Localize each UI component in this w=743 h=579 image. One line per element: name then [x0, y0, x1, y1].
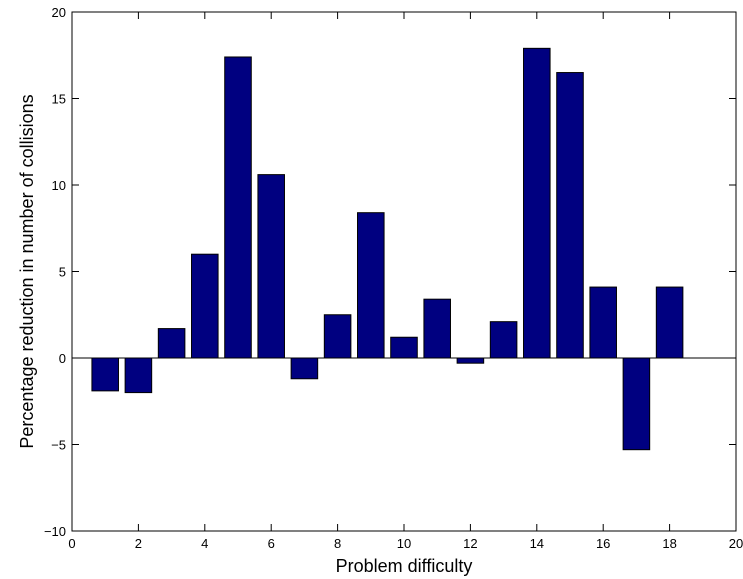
x-tick-label: 10 — [397, 536, 411, 551]
y-tick-label: 10 — [52, 178, 66, 193]
bar-13 — [489, 321, 518, 359]
x-tick-label: 18 — [662, 536, 676, 551]
bar-11 — [423, 298, 451, 359]
bar-14 — [523, 47, 551, 359]
bar-8 — [323, 314, 352, 359]
ticks-group — [71, 11, 737, 532]
bar-9 — [357, 212, 385, 359]
y-tick-label: 0 — [59, 351, 66, 366]
y-tick-label: −5 — [51, 438, 66, 453]
bar-4 — [191, 253, 219, 359]
bar-6 — [257, 174, 285, 359]
x-tick-label: 6 — [268, 536, 275, 551]
bar-1 — [91, 357, 119, 392]
bar-10 — [390, 336, 418, 359]
bar-3 — [157, 328, 186, 359]
bar-7 — [290, 357, 319, 380]
y-tick-label: −10 — [44, 524, 66, 539]
bars-group — [91, 47, 684, 451]
y-tick-labels: −10 −5 0 5 10 15 20 — [44, 5, 66, 539]
x-tick-labels: 0 2 4 6 8 10 12 14 16 18 20 — [68, 536, 743, 551]
y-tick-label: 20 — [52, 5, 66, 20]
x-tick-label: 8 — [334, 536, 341, 551]
plot-background — [72, 12, 736, 531]
x-tick-label: 14 — [530, 536, 544, 551]
x-tick-label: 16 — [596, 536, 610, 551]
x-tick-label: 12 — [463, 536, 477, 551]
x-tick-label: 4 — [201, 536, 208, 551]
bar-5 — [224, 56, 252, 359]
bar-2 — [124, 357, 153, 394]
x-axis-title: Problem difficulty — [336, 556, 473, 576]
y-axis-title: Percentage reduction in number of collis… — [17, 94, 37, 448]
x-tick-label: 20 — [729, 536, 743, 551]
y-tick-label: 15 — [52, 92, 66, 107]
y-tick-label: 5 — [59, 265, 66, 280]
bar-17 — [622, 357, 651, 451]
x-tick-label: 0 — [68, 536, 75, 551]
bar-12 — [456, 357, 485, 364]
bar-18 — [655, 286, 684, 359]
bar-15 — [556, 72, 584, 359]
x-tick-label: 2 — [135, 536, 142, 551]
bar-16 — [589, 286, 617, 359]
